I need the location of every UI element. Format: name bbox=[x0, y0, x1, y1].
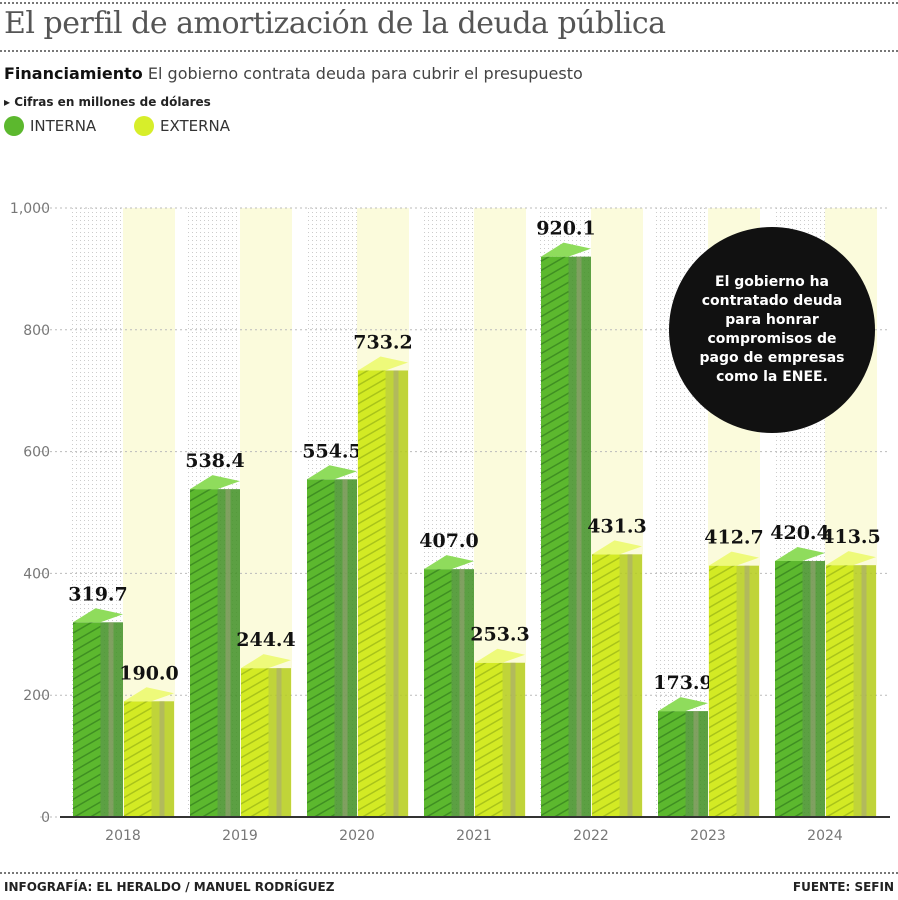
bar-externa bbox=[709, 565, 737, 817]
x-tick-label: 2019 bbox=[222, 828, 258, 844]
credit: INFOGRAFÍA: EL HERALDO / MANUEL RODRÍGUE… bbox=[4, 880, 335, 894]
y-tick-label: 200 bbox=[23, 688, 50, 704]
divider bbox=[0, 2, 898, 4]
bar-top bbox=[424, 555, 474, 570]
bar-band bbox=[810, 560, 816, 817]
data-label: 407.0 bbox=[419, 530, 479, 552]
bar-band bbox=[627, 554, 633, 817]
bar-band bbox=[342, 479, 348, 817]
x-tick-label: 2021 bbox=[456, 828, 492, 844]
bar-externa bbox=[826, 565, 854, 817]
y-tick-label: 1,000 bbox=[10, 201, 50, 217]
annotation-bubble: El gobierno ha contratado deuda para hon… bbox=[669, 227, 875, 433]
legend-interna: INTERNA bbox=[4, 116, 96, 136]
bar-top bbox=[241, 654, 291, 669]
data-label: 554.5 bbox=[302, 440, 362, 462]
data-label: 190.0 bbox=[119, 662, 179, 684]
divider bbox=[0, 50, 898, 52]
bar-top bbox=[775, 546, 825, 561]
bar-band bbox=[276, 668, 282, 817]
bar-externa bbox=[475, 662, 503, 817]
bar-band bbox=[693, 711, 699, 817]
data-label: 420.4 bbox=[770, 522, 830, 544]
bar-band bbox=[576, 256, 582, 818]
bar-externa bbox=[358, 370, 386, 817]
bar-top bbox=[592, 540, 642, 555]
y-tick-label: 800 bbox=[23, 323, 50, 339]
bar-band bbox=[393, 370, 399, 817]
legend-label: INTERNA bbox=[30, 117, 97, 135]
data-label: 319.7 bbox=[68, 583, 128, 605]
data-label: 431.3 bbox=[587, 515, 647, 537]
bar-externa bbox=[124, 701, 152, 817]
bar-interna bbox=[658, 711, 686, 817]
units-note: ▸ Cifras en millones de dólares bbox=[4, 95, 211, 109]
units-text: Cifras en millones de dólares bbox=[14, 95, 211, 109]
bar-top bbox=[709, 551, 759, 566]
data-label: 412.7 bbox=[704, 527, 764, 549]
bar-top bbox=[124, 687, 174, 702]
subtitle: Financiamiento El gobierno contrata deud… bbox=[4, 64, 583, 83]
subtitle-text: El gobierno contrata deuda para cubrir e… bbox=[147, 64, 583, 83]
bar-interna bbox=[541, 256, 569, 818]
x-tick-label: 2024 bbox=[807, 828, 843, 844]
y-tick-label: 400 bbox=[23, 566, 50, 582]
x-tick-label: 2018 bbox=[105, 828, 141, 844]
bar-band bbox=[225, 489, 231, 817]
bar-band bbox=[159, 701, 165, 817]
bar-interna bbox=[424, 569, 452, 817]
legend-swatch bbox=[134, 116, 154, 136]
source: FUENTE: SEFIN bbox=[792, 880, 894, 894]
legend-externa: EXTERNA bbox=[134, 116, 230, 136]
x-tick-label: 2023 bbox=[690, 828, 726, 844]
legend-swatch bbox=[4, 116, 24, 136]
bar-top bbox=[826, 551, 876, 566]
data-label: 733.2 bbox=[353, 331, 413, 353]
page-title: El perfil de amortización de la deuda pú… bbox=[4, 6, 666, 41]
bar-band bbox=[459, 569, 465, 817]
bar-chart: 0 200 400 600 800 1,000 319.7 190.0 2018 538.4 244… bbox=[10, 201, 890, 844]
x-tick-label: 2020 bbox=[339, 828, 375, 844]
bar-top bbox=[307, 465, 357, 480]
data-label: 253.3 bbox=[470, 624, 530, 646]
legend-label: EXTERNA bbox=[160, 117, 231, 135]
bar-top bbox=[73, 608, 123, 623]
bar-band bbox=[108, 622, 114, 817]
bar-externa bbox=[241, 668, 269, 817]
bar-top bbox=[541, 242, 591, 257]
bar-band bbox=[510, 662, 516, 817]
bar-top bbox=[475, 648, 525, 663]
y-tick-label: 0 bbox=[41, 810, 50, 826]
bar-top bbox=[190, 475, 240, 490]
divider bbox=[0, 872, 898, 874]
y-tick-label: 600 bbox=[23, 445, 50, 461]
data-label: 538.4 bbox=[185, 450, 245, 472]
bar-interna bbox=[775, 560, 803, 817]
data-label: 173.9 bbox=[653, 672, 713, 694]
bar-externa bbox=[592, 554, 620, 817]
x-tick-label: 2022 bbox=[573, 828, 609, 844]
data-label: 920.1 bbox=[536, 218, 596, 240]
data-label: 413.5 bbox=[821, 526, 881, 548]
bar-top bbox=[658, 697, 708, 712]
bar-interna bbox=[73, 622, 101, 817]
bar-interna bbox=[190, 489, 218, 817]
bar-top bbox=[358, 356, 408, 371]
bar-band bbox=[744, 565, 750, 817]
data-label: 244.4 bbox=[236, 629, 296, 651]
subtitle-bold: Financiamiento bbox=[4, 64, 143, 83]
bar-band bbox=[861, 565, 867, 817]
bar-interna bbox=[307, 479, 335, 817]
